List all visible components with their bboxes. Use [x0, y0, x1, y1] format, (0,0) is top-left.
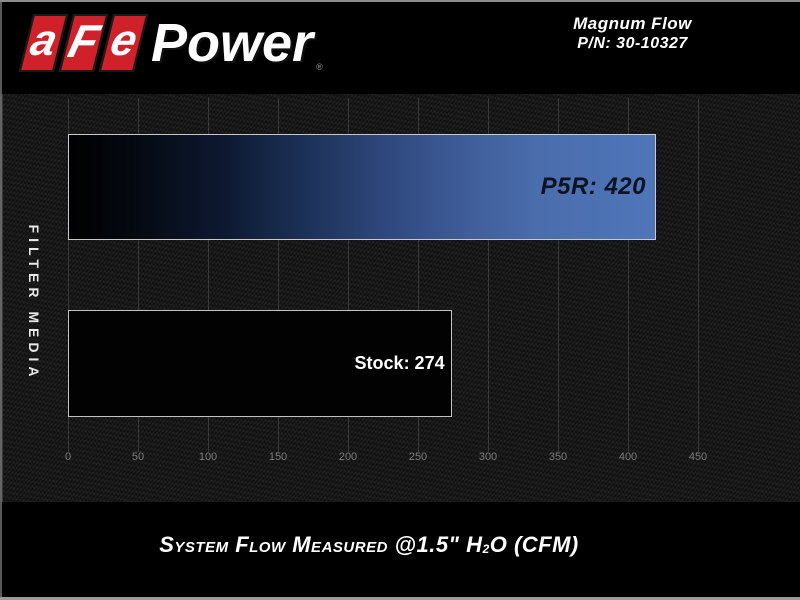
x-tick-100: 100	[198, 451, 218, 463]
x-tick-400: 400	[618, 451, 638, 463]
footer: System Flow Measured @1.5" H2O (CFM)	[0, 502, 800, 600]
logo-letter: e	[105, 16, 143, 65]
gridline-150	[278, 98, 279, 452]
gridline-400	[628, 98, 629, 452]
chart-caption: System Flow Measured @1.5" H2O (CFM)	[0, 532, 800, 558]
gridline-100	[208, 98, 209, 452]
product-info: Magnum Flow P/N: 30-10327	[540, 14, 725, 53]
product-part-number: P/N: 30-10327	[577, 35, 688, 52]
x-tick-450: 450	[688, 451, 708, 463]
x-tick-350: 350	[548, 451, 568, 463]
gridline-50	[138, 98, 139, 452]
registered-trademark-icon: ®	[316, 62, 323, 72]
caption-subscript: 2	[482, 542, 490, 556]
product-name: Magnum Flow	[573, 14, 692, 33]
logo-letter: F	[63, 15, 105, 67]
x-tick-50: 50	[131, 451, 145, 463]
bar-p5r-value-label: P5R: 420	[540, 173, 646, 200]
logo-segment-e: e	[98, 14, 149, 72]
logo-letter: a	[25, 16, 63, 65]
gridline-450	[698, 98, 699, 452]
gridline-350	[558, 98, 559, 452]
chart-plot-area: FILTER MEDIA P5R: 420 Stock: 274 0 50 10…	[0, 94, 800, 502]
gridline-200	[348, 98, 349, 452]
logo-red-band: a F e	[18, 14, 149, 72]
gridline-300	[488, 98, 489, 452]
afe-power-logo: a F e Power ®	[18, 12, 323, 74]
y-axis-label: FILTER MEDIA	[26, 224, 42, 382]
gridline-250	[418, 98, 419, 452]
left-edge-strip	[0, 0, 2, 600]
bar-stock-value-label: Stock: 274	[354, 353, 445, 373]
bar-p5r: P5R: 420	[68, 134, 656, 240]
bar-stock: Stock: 274	[68, 310, 452, 417]
caption-text: System Flow Measured @1.5" H	[159, 532, 483, 557]
bottom-edge-strip	[0, 597, 800, 600]
top-edge-strip	[0, 0, 800, 2]
gridline-0	[68, 98, 69, 452]
x-tick-300: 300	[478, 451, 498, 463]
x-tick-200: 200	[338, 451, 358, 463]
logo-wordmark: Power	[151, 13, 314, 73]
x-tick-250: 250	[408, 451, 428, 463]
caption-text: O (CFM)	[489, 532, 579, 557]
x-tick-0: 0	[64, 451, 72, 463]
header: a F e Power ® Magnum Flow P/N: 30-10327	[0, 0, 800, 94]
x-tick-150: 150	[268, 451, 288, 463]
